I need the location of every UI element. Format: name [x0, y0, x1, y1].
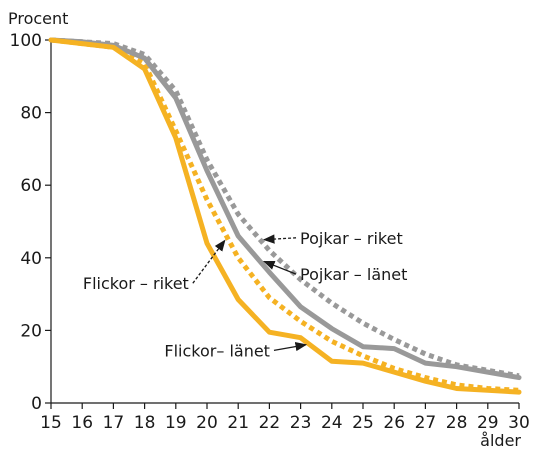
- series-line-3: [48, 37, 522, 395]
- annotation-layer: Pojkar – riket Pojkar – länet Flickor – ri…: [83, 229, 408, 361]
- y-tick-label: 60: [20, 176, 42, 196]
- axes: 0 20 40 60 80 100 15 16 17 18 19 20 21 22 23 24 25 26 27 28…: [10, 31, 530, 433]
- annotation-arrow-2: [192, 239, 226, 284]
- annotation-label-3: Flickor– länet: [164, 341, 270, 360]
- annotation-arrow-0: [262, 234, 297, 244]
- series-line-0: [50, 37, 520, 379]
- series-layer: [48, 37, 522, 395]
- x-tick-label: 20: [196, 413, 218, 433]
- x-tick-label: 29: [477, 413, 499, 433]
- x-tick-label: 28: [446, 413, 468, 433]
- y-tick-label: 20: [20, 321, 42, 341]
- x-tick-label: 25: [352, 413, 374, 433]
- series-line-1: [48, 37, 522, 381]
- y-tick-label: 80: [20, 104, 42, 124]
- x-tick-label: 22: [259, 413, 281, 433]
- x-tick-label: 16: [71, 413, 93, 433]
- annotation-label-0: Pojkar – riket: [300, 229, 403, 248]
- x-axis-title: ålder: [480, 431, 521, 450]
- y-tick-label: 100: [10, 31, 42, 51]
- x-tick-label: 23: [290, 413, 312, 433]
- x-tick-label: 19: [165, 413, 187, 433]
- x-tick-label: 15: [40, 413, 62, 433]
- annotation-label-2: Flickor – riket: [83, 274, 189, 293]
- x-tick-label: 18: [134, 413, 156, 433]
- y-tick-label: 40: [20, 249, 42, 269]
- annotation-label-1: Pojkar – länet: [300, 265, 407, 284]
- series-line-2: [50, 37, 520, 393]
- x-tick-label: 24: [321, 413, 343, 433]
- x-tick-label: 17: [103, 413, 125, 433]
- x-tick-label: 21: [227, 413, 249, 433]
- annotation-arrow-1: [262, 260, 297, 275]
- y-tick-label: 0: [31, 394, 42, 414]
- annotation-arrow-3: [273, 341, 308, 352]
- x-tick-label: 26: [383, 413, 405, 433]
- x-tick-label: 30: [508, 413, 530, 433]
- y-axis-title: Procent: [8, 9, 68, 28]
- x-tick-label: 27: [415, 413, 437, 433]
